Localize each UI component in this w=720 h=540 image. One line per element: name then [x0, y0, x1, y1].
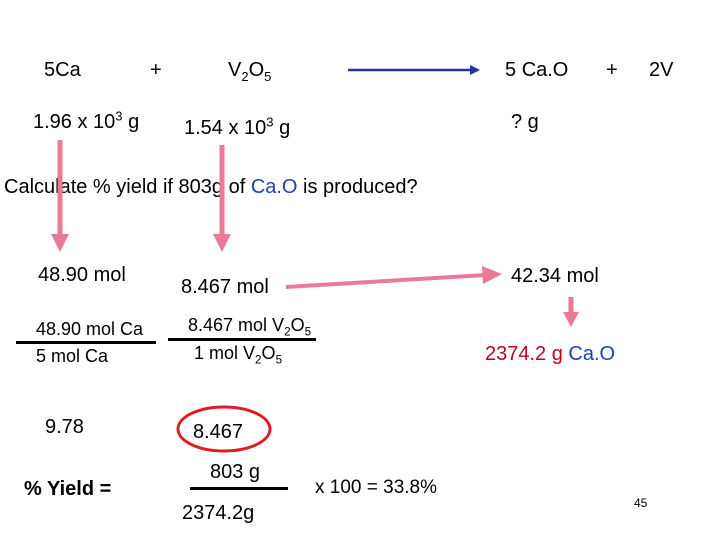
ratio-ca-result: 9.78 — [45, 416, 84, 438]
ratio-ca-denominator: 5 mol Ca — [36, 346, 109, 366]
ratio-ca-numerator: 48.90 mol Ca — [36, 319, 144, 339]
ratio-v2o5-result: 8.467 — [193, 421, 244, 443]
given-v2o5-mass: 1.54 x 103 g — [184, 114, 291, 139]
arrow-v2o5-to-moles — [213, 145, 231, 252]
question-text: Calculate % yield if 803g of Ca.O is pro… — [4, 176, 418, 198]
product-v: 2V — [649, 59, 674, 81]
page-number: 45 — [634, 496, 648, 510]
given-ca-mass: 1.96 x 103 g — [33, 108, 140, 133]
ratio-v2o5-numerator: 8.467 mol V2O5 — [188, 315, 312, 339]
ratio-v2o5-denominator: 1 mol V2O5 — [194, 343, 283, 367]
arrow-cao-moles-to-mass — [563, 297, 579, 327]
arrow-v2o5-to-cao — [285, 266, 502, 289]
yield-denominator: 2374.2g — [182, 502, 255, 524]
reactant-ca: 5Ca — [44, 59, 81, 81]
yield-fraction-bar — [190, 487, 288, 490]
plus-sign-2: + — [606, 59, 618, 81]
unknown-cao-mass: ? g — [511, 111, 539, 133]
moles-cao: 42.34 mol — [511, 265, 599, 287]
yield-label: % Yield = — [24, 478, 112, 500]
ratio-ca-fraction-bar — [16, 341, 156, 344]
moles-v2o5: 8.467 mol — [181, 276, 269, 298]
ratio-v2o5-fraction-bar — [168, 338, 316, 341]
yield-result: x 100 = 33.8% — [315, 477, 438, 498]
yield-numerator: 803 g — [210, 461, 261, 483]
product-cao: 5 Ca.O — [505, 59, 569, 81]
moles-ca: 48.90 mol — [38, 264, 126, 286]
plus-sign: + — [150, 59, 162, 81]
reactant-v2o5: V2O5 — [228, 59, 272, 84]
cao-mass-result: 2374.2 g Ca.O — [485, 343, 616, 365]
